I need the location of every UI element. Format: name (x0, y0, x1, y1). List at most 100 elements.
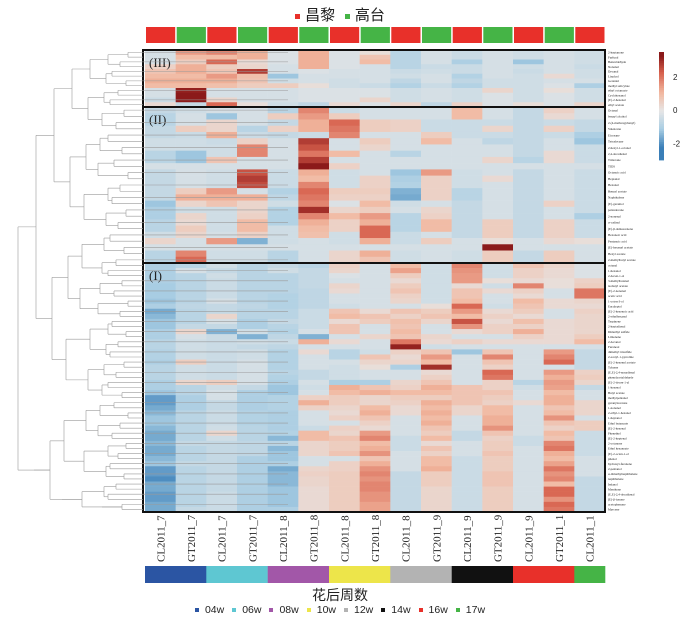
heatmap-cell (206, 83, 238, 89)
heatmap-cell (298, 107, 330, 114)
heatmap-cell (390, 349, 422, 355)
heatmap-cell (359, 200, 391, 208)
heatmap-cell (543, 293, 575, 299)
legend-swatch (269, 608, 274, 613)
heatmap-cell (574, 119, 606, 127)
heatmap-cell (145, 83, 176, 89)
heatmap-cell (574, 244, 606, 251)
heatmap-cell (482, 273, 514, 279)
heatmap-cell (543, 379, 575, 386)
heatmap-cell (145, 384, 176, 391)
heatmap-cell (329, 344, 360, 350)
heatmap-cell (390, 476, 422, 482)
colorbar-segment (659, 151, 664, 154)
heatmap-cell (359, 506, 391, 513)
heatmap-cell (574, 425, 606, 431)
heatmap-cell (206, 425, 238, 431)
heatmap-cell (206, 506, 238, 513)
heatmap-cell (329, 481, 360, 487)
heatmap-cell (451, 64, 483, 70)
heatmap-cell (390, 318, 422, 325)
heatmap-cell (359, 323, 391, 330)
heatmap-cell (298, 163, 330, 170)
heatmap-cell (390, 131, 422, 139)
heatmap-cell (329, 213, 360, 220)
heatmap-cell (267, 395, 299, 401)
heatmap-cell (574, 435, 606, 442)
row-label: (E)-2-hexenal (608, 426, 626, 430)
row-label: 2-methylbutyl acetate (608, 258, 636, 262)
heatmap-cell (329, 374, 360, 381)
heatmap-cell (175, 92, 207, 98)
heatmap-cell (451, 410, 483, 416)
cluster-label: (II) (149, 112, 166, 127)
heatmap-cell (298, 440, 330, 447)
heatmap-cell (359, 102, 391, 108)
heatmap-cell (482, 92, 514, 98)
heatmap-cell (359, 481, 391, 487)
heatmap-cell (267, 54, 299, 60)
heatmap-cell (298, 181, 330, 189)
colorbar-segment (659, 55, 664, 58)
heatmap-cell (267, 213, 299, 220)
heatmap-cell (421, 313, 452, 320)
heatmap-cell (513, 379, 544, 386)
heatmap-cell (451, 451, 483, 457)
stage-bar-cell (390, 566, 452, 583)
heatmap-cell (145, 466, 176, 472)
heatmap-cell (329, 303, 360, 310)
heatmap-cell (513, 213, 544, 220)
heatmap-cell (175, 250, 207, 258)
heatmap-cell (390, 486, 422, 492)
heatmap-cell (329, 175, 360, 183)
heatmap-cell (513, 349, 544, 355)
heatmap-cell (390, 445, 422, 452)
heatmap-cell (175, 384, 207, 391)
heatmap-cell (513, 400, 544, 406)
colorbar-segment (659, 91, 664, 94)
heatmap-cell (543, 496, 575, 503)
colorbar-segment (659, 89, 664, 92)
heatmap-cell (451, 461, 483, 467)
heatmap-cell (421, 456, 452, 462)
heatmap-cell (329, 73, 360, 79)
heatmap-cell (451, 69, 483, 75)
heatmap-cell (175, 435, 207, 442)
heatmap-cell (421, 491, 452, 498)
heatmap-cell (574, 298, 606, 304)
heatmap-cell (237, 476, 268, 482)
heatmap-cell (298, 188, 330, 195)
heatmap-cell (267, 354, 299, 360)
row-label: (E,E)-2,4-nonadienal (608, 370, 635, 375)
heatmap-cell (267, 64, 299, 70)
colorbar-tick-label: -2 (673, 139, 680, 148)
heatmap-cell (513, 359, 544, 365)
heatmap-cell (513, 206, 544, 214)
heatmap-cell (206, 150, 238, 158)
heatmap-cell (543, 256, 575, 264)
heatmap-cell (329, 486, 360, 492)
row-label: Benzaldehyde (608, 60, 627, 64)
heatmap-cell (390, 288, 422, 294)
heatmap-cell (237, 175, 268, 183)
heatmap-cell (329, 318, 360, 325)
heatmap-cell (329, 405, 360, 411)
heatmap-cell (145, 225, 176, 233)
stage-bar-cell (206, 566, 268, 583)
heatmap-cell (359, 364, 391, 371)
colorbar-segment (659, 142, 664, 145)
heatmap-cell (482, 461, 514, 467)
heatmap-cell (421, 169, 452, 176)
heatmap-cell (574, 250, 606, 258)
heatmap-cell (359, 369, 391, 376)
heatmap-cell (574, 144, 606, 151)
heatmap-cell (482, 323, 514, 330)
heatmap-cell (482, 238, 514, 245)
heatmap-cell (298, 506, 330, 513)
heatmap-cell (482, 169, 514, 176)
heatmap-cell (145, 405, 176, 411)
heatmap-cell (145, 445, 176, 452)
heatmap-cell (513, 107, 544, 114)
row-label: Limonene (608, 335, 622, 339)
heatmap-cell (175, 303, 207, 310)
